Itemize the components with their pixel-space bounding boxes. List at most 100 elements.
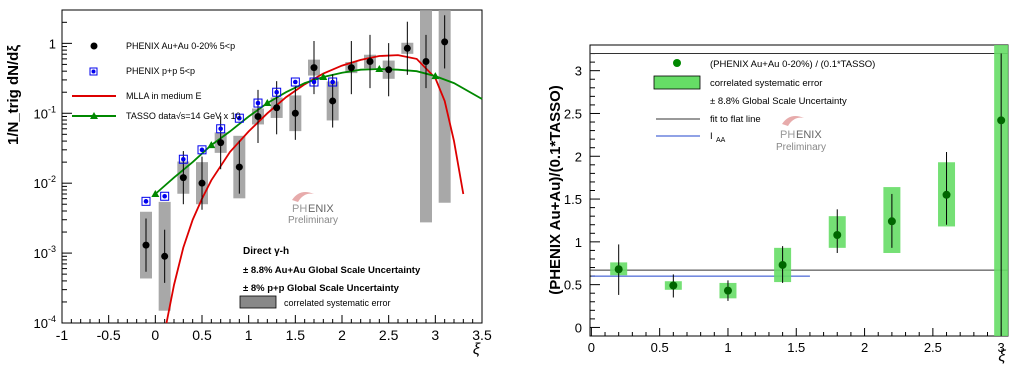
- left-preliminary: Preliminary: [288, 215, 338, 226]
- right-x-tick-label: 1.5: [787, 340, 805, 355]
- left-x-tick-label: 2: [338, 327, 346, 343]
- ratio-marker: [833, 231, 842, 240]
- tasso-triangle: [319, 73, 328, 81]
- left-x-tick-label: 3.5: [472, 327, 492, 343]
- left-y-axis: 10-4 10-3 10-2 10-1 1: [34, 9, 72, 331]
- right-phenix-logo: PH ENIX Preliminary: [776, 116, 826, 153]
- left-x-tick-label: -1: [56, 327, 69, 343]
- pp-marker-dot: [218, 126, 223, 132]
- legend-iaa-label: I: [710, 131, 713, 142]
- right-x-tick-label: 3: [998, 340, 1005, 355]
- legend-ratio-label: (PHENIX Au+Au 0-20%) / (0.1*TASSO): [710, 59, 875, 70]
- left-y-tick-label: 1: [49, 36, 56, 51]
- legend-auau-label: PHENIX Au+Au 0-20% 5<p: [126, 41, 235, 51]
- legend-auau-marker: [90, 42, 98, 50]
- pp-marker: [309, 77, 319, 87]
- pp-marker: [197, 145, 207, 155]
- left-y-tick-label: 10-3: [34, 244, 56, 261]
- left-legend: PHENIX Au+Au 0-20% 5<p PHENIX p+p 5<p ML…: [72, 41, 241, 121]
- ratio-marker: [997, 116, 1006, 125]
- left-x-tick-label: 3: [431, 327, 439, 343]
- sys-legend-label: correlated systematic error: [284, 298, 391, 308]
- right-y-tick-label: 2: [575, 149, 582, 164]
- right-y-tick-label: 3: [575, 64, 582, 79]
- tasso-triangle: [151, 190, 160, 198]
- auau-marker: [347, 64, 355, 72]
- auau-marker: [422, 58, 430, 66]
- left-x-axis-label: ξ: [473, 341, 481, 358]
- right-y-tick-label: 0: [575, 320, 582, 335]
- ratio-marker: [887, 217, 896, 226]
- left-y-tick-label: 10-2: [34, 174, 56, 191]
- right-markers: [614, 116, 1006, 295]
- right-y-axis: 0 0.5 1 1.5 2 2.5 3: [564, 44, 600, 335]
- left-y-tick-label: 10-4: [34, 314, 56, 331]
- legend-fit-label: fit to flat line: [710, 114, 761, 125]
- right-x-tick-label: 0.5: [651, 340, 669, 355]
- left-chart: -1 -0.5 0 0.5 1 1.5 2 2.5 3 3.5 10-410-310-210-11…: [5, 9, 492, 358]
- right-preliminary: Preliminary: [776, 142, 826, 153]
- left-x-tick-label: -0.5: [97, 327, 121, 343]
- left-x-tick-label: 1.5: [286, 327, 306, 343]
- auau-marker: [254, 112, 262, 120]
- left-y-axis-label: 1/N_trig dN/dξ: [5, 45, 22, 145]
- legend-scale-label: ± 8.8% Global Scale Uncertainty: [710, 96, 847, 107]
- right-y-tick-label: 2.5: [564, 106, 582, 121]
- right-y-tick-label: 0.5: [564, 278, 582, 293]
- auau-marker: [142, 241, 150, 249]
- pp-marker-dot: [274, 89, 279, 95]
- legend-sys-box: [653, 75, 701, 90]
- auau-marker: [235, 163, 243, 171]
- right-reference-lines: [590, 53, 1008, 277]
- direct-gamma-label: Direct γ-h: [243, 246, 289, 257]
- pp-marker: [328, 77, 338, 87]
- pp-marker-dot: [255, 100, 261, 106]
- right-x-axis-label: ξ: [998, 348, 1006, 365]
- left-plot-frame: [61, 9, 483, 324]
- pp-marker: [178, 154, 188, 164]
- pp-marker-dot: [162, 193, 167, 199]
- auau-marker: [273, 104, 281, 112]
- auau-scale-label: ± 8.8% Au+Au Global Scale Uncertainty: [243, 265, 421, 276]
- auau-marker: [291, 109, 299, 117]
- left-x-axis: -1 -0.5 0 0.5 1 1.5 2 2.5 3 3.5: [56, 315, 492, 343]
- left-logo-enix: ENIX: [308, 203, 334, 215]
- auau-sys-box: [438, 10, 451, 203]
- legend-tasso-label: TASSO data√s=14 GeV x 10: [126, 111, 241, 121]
- left-x-tick-label: 2.5: [379, 327, 399, 343]
- left-x-tick-label: 0: [151, 327, 159, 343]
- left-y-tick-label: 10-1: [34, 104, 56, 121]
- auau-marker: [366, 58, 374, 66]
- tasso-triangle: [375, 64, 384, 72]
- auau-marker: [198, 179, 206, 187]
- tasso-triangle: [263, 99, 272, 107]
- right-x-tick-label: 2: [861, 340, 868, 355]
- pp-scale-label: ± 8% p+p Global Scale Uncertainty: [243, 283, 400, 294]
- tasso-triangle: [207, 141, 216, 149]
- pp-marker: [216, 124, 226, 134]
- right-error-bars: [618, 53, 1002, 336]
- pp-marker: [160, 191, 170, 201]
- left-logo-ph: PH: [292, 203, 307, 215]
- pp-marker: [290, 77, 300, 87]
- right-legend: (PHENIX Au+Au 0-20%) / (0.1*TASSO) corre…: [653, 59, 875, 144]
- auau-marker: [403, 44, 411, 52]
- right-y-tick-label: 1: [575, 235, 582, 250]
- tasso-triangle: [431, 72, 440, 80]
- right-x-tick-label: 1: [724, 340, 731, 355]
- curve-2: [165, 54, 465, 324]
- left-x-tick-label: 1: [245, 327, 253, 343]
- left-markers: [141, 38, 449, 260]
- right-x-axis: 0 0.5 1 1.5 2 2.5 3: [588, 328, 1005, 355]
- ratio-marker: [723, 286, 732, 295]
- right-x-tick-label: 2.5: [924, 340, 942, 355]
- pp-marker-dot: [181, 156, 186, 162]
- left-x-tick-label: 0.5: [192, 327, 212, 343]
- ratio-marker: [614, 265, 623, 274]
- legend-pp-marker: [89, 67, 98, 76]
- pp-marker-dot: [330, 79, 335, 85]
- auau-marker: [385, 66, 393, 74]
- ratio-marker: [942, 190, 951, 199]
- right-logo-enix: ENIX: [796, 129, 822, 141]
